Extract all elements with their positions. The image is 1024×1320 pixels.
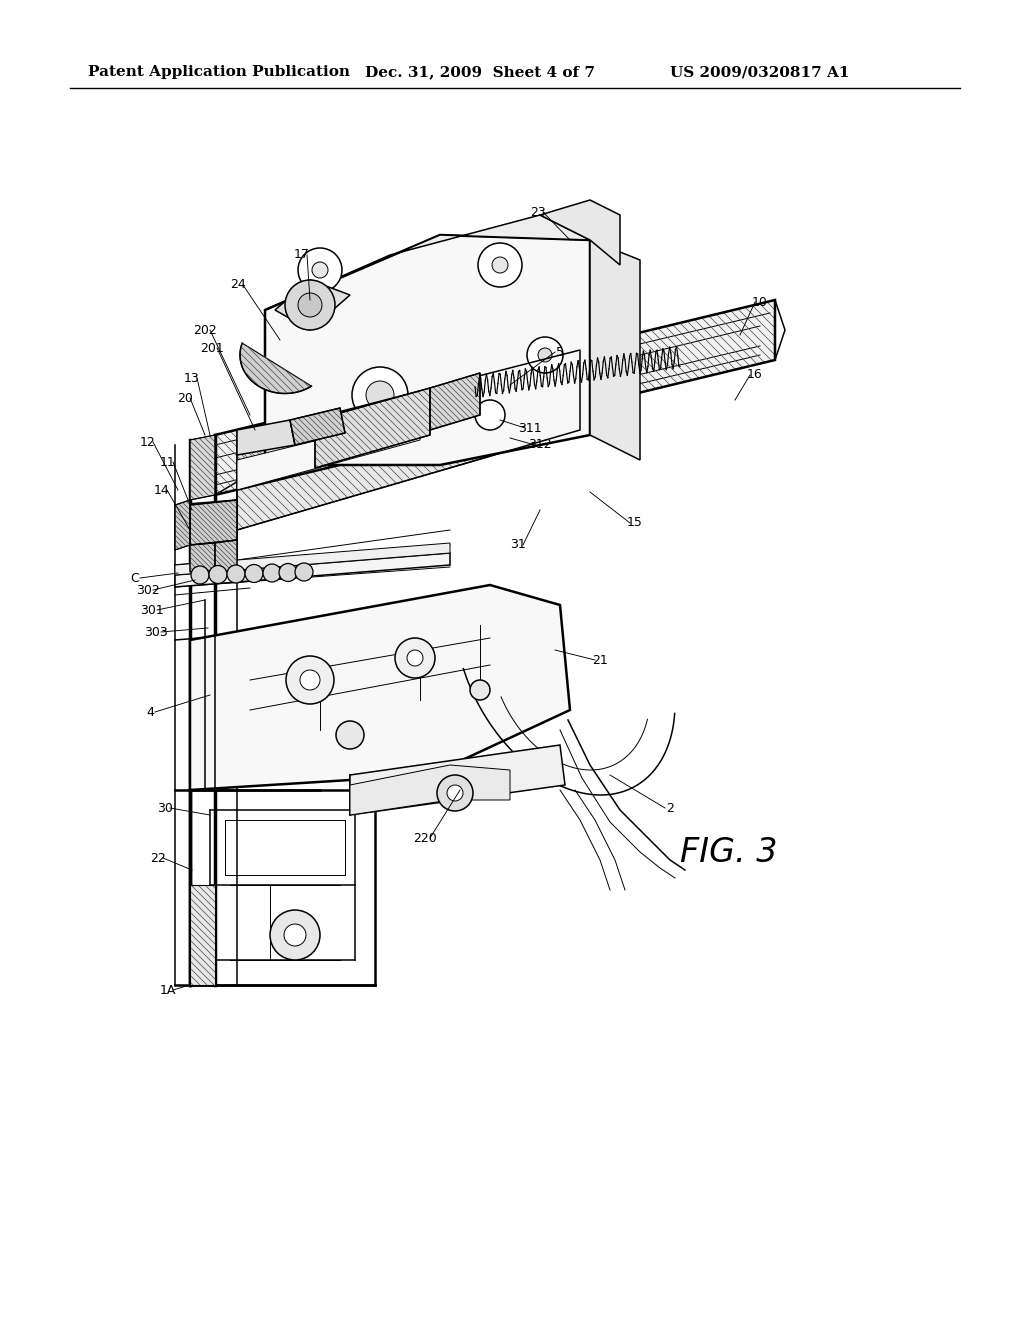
Polygon shape: [350, 766, 510, 814]
Polygon shape: [290, 408, 345, 445]
Polygon shape: [237, 350, 580, 531]
Text: 15: 15: [627, 516, 643, 529]
Text: 14: 14: [155, 483, 170, 496]
Text: 2: 2: [666, 801, 674, 814]
Polygon shape: [315, 388, 430, 469]
Polygon shape: [175, 500, 190, 550]
Polygon shape: [240, 343, 311, 393]
Circle shape: [270, 909, 319, 960]
Text: 201: 201: [200, 342, 224, 355]
Polygon shape: [265, 215, 590, 310]
Polygon shape: [190, 500, 237, 545]
Circle shape: [286, 656, 334, 704]
Circle shape: [437, 775, 473, 810]
Circle shape: [475, 400, 505, 430]
Text: 5: 5: [556, 346, 564, 359]
Polygon shape: [237, 420, 295, 455]
Circle shape: [395, 638, 435, 678]
Text: 301: 301: [140, 603, 164, 616]
Polygon shape: [175, 500, 190, 550]
Polygon shape: [190, 543, 215, 572]
Text: US 2009/0320817 A1: US 2009/0320817 A1: [670, 65, 850, 79]
Text: 12: 12: [140, 436, 156, 449]
Polygon shape: [430, 374, 480, 430]
Circle shape: [300, 671, 319, 690]
Polygon shape: [315, 388, 430, 469]
Circle shape: [527, 337, 563, 374]
Text: 220: 220: [413, 832, 437, 845]
Polygon shape: [190, 436, 215, 500]
Text: 23: 23: [530, 206, 546, 219]
Polygon shape: [275, 280, 350, 330]
Circle shape: [366, 381, 394, 409]
Polygon shape: [240, 343, 311, 393]
Circle shape: [191, 566, 209, 583]
Polygon shape: [430, 374, 480, 430]
Circle shape: [263, 564, 281, 582]
Polygon shape: [237, 414, 420, 490]
Polygon shape: [190, 543, 215, 572]
Text: 312: 312: [528, 438, 552, 451]
Text: 17: 17: [294, 248, 310, 261]
Circle shape: [298, 293, 322, 317]
Circle shape: [279, 564, 297, 582]
Polygon shape: [190, 500, 237, 545]
Circle shape: [407, 649, 423, 667]
Polygon shape: [540, 201, 620, 265]
Circle shape: [336, 721, 364, 748]
Polygon shape: [215, 540, 237, 572]
Text: 20: 20: [177, 392, 193, 404]
Circle shape: [470, 680, 490, 700]
Text: Patent Application Publication: Patent Application Publication: [88, 65, 350, 79]
Circle shape: [227, 565, 245, 583]
Circle shape: [352, 367, 408, 422]
Text: 22: 22: [151, 851, 166, 865]
Polygon shape: [350, 744, 565, 814]
Text: 13: 13: [184, 371, 200, 384]
Text: 21: 21: [592, 653, 608, 667]
Text: 302: 302: [136, 583, 160, 597]
Text: Dec. 31, 2009  Sheet 4 of 7: Dec. 31, 2009 Sheet 4 of 7: [365, 65, 595, 79]
Polygon shape: [215, 540, 237, 572]
Circle shape: [298, 248, 342, 292]
Text: 1A: 1A: [160, 983, 176, 997]
Polygon shape: [265, 235, 590, 465]
Polygon shape: [290, 408, 345, 445]
Text: 16: 16: [748, 368, 763, 381]
Text: 30: 30: [157, 801, 173, 814]
Text: 10: 10: [752, 296, 768, 309]
Circle shape: [209, 565, 227, 583]
Circle shape: [284, 924, 306, 946]
Polygon shape: [240, 343, 311, 393]
Polygon shape: [190, 884, 215, 985]
Polygon shape: [175, 553, 450, 587]
Polygon shape: [590, 240, 640, 459]
Circle shape: [492, 257, 508, 273]
Text: C: C: [131, 572, 139, 585]
Text: 303: 303: [144, 626, 168, 639]
Circle shape: [478, 243, 522, 286]
Circle shape: [538, 348, 552, 362]
Polygon shape: [215, 300, 775, 495]
Polygon shape: [237, 350, 580, 531]
Text: 11: 11: [160, 455, 176, 469]
Circle shape: [245, 565, 263, 582]
Text: 31: 31: [510, 539, 526, 552]
Circle shape: [447, 785, 463, 801]
Text: 202: 202: [194, 323, 217, 337]
Text: 311: 311: [518, 421, 542, 434]
Polygon shape: [175, 543, 450, 576]
Polygon shape: [190, 585, 570, 789]
Circle shape: [285, 280, 335, 330]
Text: 4: 4: [146, 705, 154, 718]
Circle shape: [312, 261, 328, 279]
Polygon shape: [190, 436, 215, 500]
Polygon shape: [215, 300, 775, 495]
Text: 24: 24: [230, 279, 246, 292]
Text: FIG. 3: FIG. 3: [680, 836, 777, 869]
Polygon shape: [190, 884, 215, 985]
Circle shape: [295, 564, 313, 581]
